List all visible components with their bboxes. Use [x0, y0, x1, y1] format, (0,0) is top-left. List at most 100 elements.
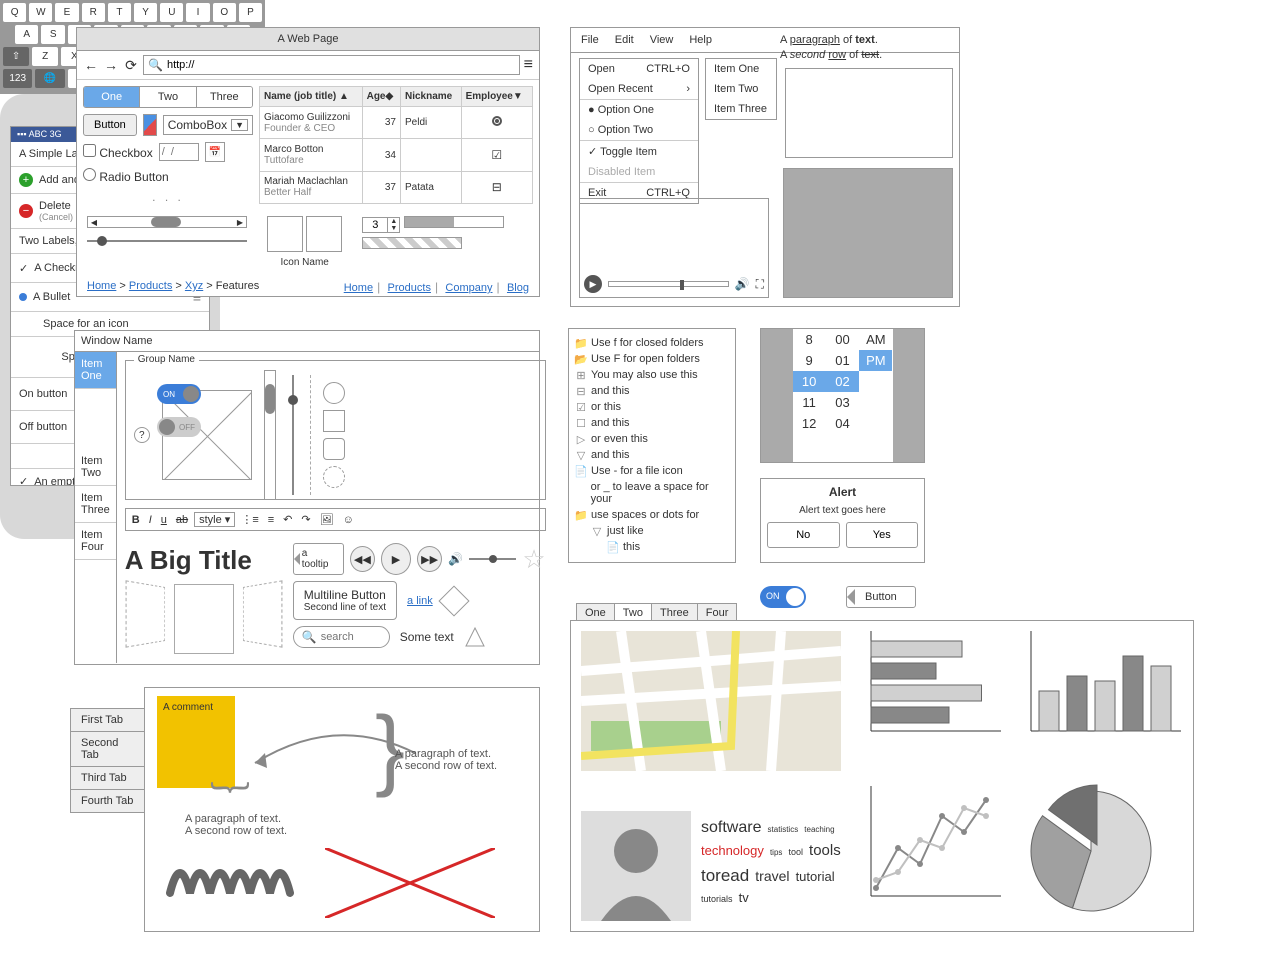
seek-bar[interactable] — [608, 281, 729, 287]
tag[interactable]: technology — [701, 843, 764, 858]
emoji-icon[interactable]: ☺ — [340, 513, 357, 527]
tree-node[interactable]: 📄Use - for a file icon — [575, 463, 729, 479]
tab-one[interactable]: One — [84, 87, 140, 107]
no-button[interactable]: No — [767, 522, 840, 548]
calendar-icon[interactable]: 📅 — [205, 142, 225, 162]
toggle[interactable]: ON — [157, 384, 201, 404]
link[interactable]: a link — [407, 595, 433, 607]
menu-view[interactable]: View — [650, 34, 674, 46]
fullscreen-icon[interactable]: ⛶ — [756, 277, 764, 292]
play-button[interactable]: ▶ — [381, 543, 411, 575]
tree-node[interactable]: ▷or even this — [575, 431, 729, 447]
tree-node[interactable]: 📁use spaces or dots for — [575, 507, 729, 523]
map[interactable] — [581, 631, 841, 771]
url-bar[interactable]: 🔍 — [143, 55, 520, 75]
menu-item[interactable]: Open Recent› — [580, 79, 698, 99]
tree-node[interactable]: 📁Use f for closed folders — [575, 335, 729, 351]
tag[interactable]: tv — [739, 890, 749, 905]
breadcrumb-link[interactable]: Home — [87, 280, 116, 292]
list-item[interactable]: Item Three — [75, 486, 116, 523]
tree-node[interactable]: ☑or this — [575, 399, 729, 415]
picker-cell[interactable]: 8 — [793, 329, 826, 350]
list-ol-icon[interactable]: ⋮≡ — [238, 512, 261, 527]
link[interactable]: Company — [445, 282, 492, 294]
vtab[interactable]: Fourth Tab — [70, 790, 144, 813]
link[interactable]: Products — [388, 282, 431, 294]
picker-cell[interactable]: AM — [859, 329, 892, 350]
vertical-slider[interactable] — [292, 375, 294, 495]
toggle-switch[interactable]: ON — [760, 586, 806, 608]
tree-node[interactable]: 📄this — [575, 539, 729, 555]
link[interactable]: Blog — [507, 282, 529, 294]
pill-button[interactable]: Button — [846, 586, 916, 608]
tag[interactable]: toread — [701, 866, 749, 885]
key-⇧[interactable]: ⇧ — [3, 47, 29, 66]
col-name[interactable]: Name (job title) ▲ — [260, 87, 363, 107]
list-item[interactable]: Item Three — [706, 99, 776, 119]
tab-three[interactable]: Three — [197, 87, 252, 107]
color-picker[interactable] — [143, 114, 157, 136]
vtab[interactable]: Third Tab — [70, 767, 144, 790]
prev-button[interactable]: ◀◀ — [350, 546, 375, 572]
tab-two[interactable]: Two — [140, 87, 196, 107]
star-icon[interactable]: ☆ — [522, 544, 545, 575]
toggle[interactable]: OFF — [157, 417, 201, 437]
radio-button[interactable]: Radio Button — [83, 168, 169, 184]
hamburger-icon[interactable]: ≡ — [524, 56, 533, 74]
key-S[interactable]: S — [41, 25, 64, 44]
tree-node[interactable]: ▽and this — [575, 447, 729, 463]
numeric-stepper[interactable]: ▲▼ — [362, 217, 400, 233]
list-item[interactable]: Item One — [75, 352, 116, 389]
vertical-scrollbar[interactable] — [264, 370, 276, 500]
key-R[interactable]: R — [82, 3, 105, 22]
checkbox[interactable]: Checkbox — [83, 144, 153, 160]
menu-item[interactable]: ○ Option Two — [580, 120, 698, 140]
tag[interactable]: tool — [788, 847, 803, 857]
menu-help[interactable]: Help — [689, 34, 712, 46]
key-A[interactable]: A — [15, 25, 38, 44]
italic-button[interactable]: I — [146, 513, 155, 527]
list-item[interactable]: Item One — [706, 59, 776, 79]
button[interactable]: Button — [83, 114, 137, 136]
tree-node[interactable]: or _ to leave a space for your — [575, 479, 729, 507]
key-Z[interactable]: Z — [32, 47, 58, 66]
back-icon[interactable]: ← — [83, 57, 99, 73]
cover-flow[interactable] — [125, 584, 283, 654]
picker-cell[interactable]: PM — [859, 350, 892, 371]
radio-on-icon[interactable] — [492, 116, 502, 126]
tag[interactable]: tutorial — [796, 869, 835, 884]
image-icon[interactable]: 🖼 — [317, 512, 337, 527]
menu-edit[interactable]: Edit — [615, 34, 634, 46]
tree-node[interactable]: ⊟and this — [575, 383, 729, 399]
key-Q[interactable]: Q — [3, 3, 26, 22]
picker-cell[interactable]: 9 — [793, 350, 826, 371]
underline-button[interactable]: u — [158, 513, 170, 527]
menu-item[interactable]: ✓ Toggle Item — [580, 141, 698, 162]
tag[interactable]: statistics — [768, 825, 799, 834]
col-nickname[interactable]: Nickname — [400, 87, 461, 107]
picker-cell[interactable]: 11 — [793, 392, 826, 413]
slider[interactable] — [87, 240, 247, 242]
reload-icon[interactable]: ⟳ — [123, 57, 139, 73]
key-123[interactable]: 123 — [3, 69, 32, 88]
vtab[interactable]: Second Tab — [70, 732, 144, 767]
tag[interactable]: tutorials — [701, 894, 733, 904]
key-P[interactable]: P — [239, 3, 262, 22]
picker-cell[interactable]: 12 — [793, 413, 826, 434]
picker-cell[interactable]: 03 — [826, 392, 859, 413]
next-button[interactable]: ▶▶ — [417, 546, 442, 572]
picker-cell[interactable]: 10 — [793, 371, 826, 392]
picker-cell[interactable]: 00 — [826, 329, 859, 350]
key-T[interactable]: T — [108, 3, 131, 22]
col-employee[interactable]: Employee▼ — [461, 87, 532, 107]
redo-icon[interactable]: ↷ — [298, 512, 313, 527]
key-E[interactable]: E — [55, 3, 78, 22]
key-W[interactable]: W — [29, 3, 52, 22]
key-U[interactable]: U — [160, 3, 183, 22]
url-input[interactable] — [167, 59, 515, 71]
tag[interactable]: software — [701, 819, 761, 836]
combobox[interactable]: ComboBox▼ — [163, 115, 253, 135]
style-dropdown[interactable]: style ▾ — [194, 512, 235, 527]
tree-node[interactable]: ⊞You may also use this — [575, 367, 729, 383]
yes-button[interactable]: Yes — [846, 522, 919, 548]
